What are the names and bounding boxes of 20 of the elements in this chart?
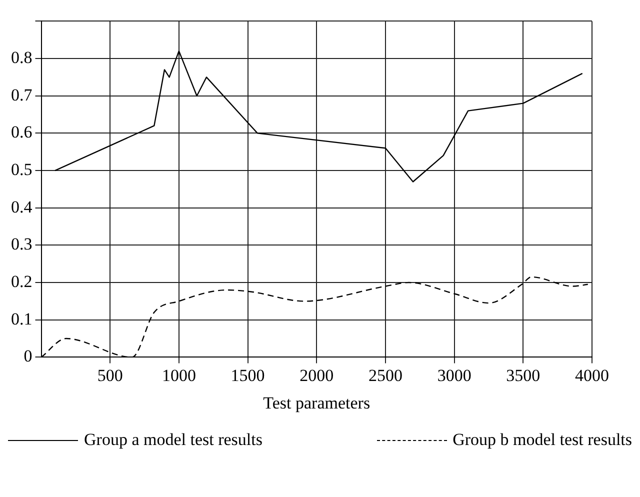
- x-tick-label: 2500: [368, 366, 402, 385]
- y-tick-label: 0.6: [11, 122, 32, 142]
- y-tick-label: 0.2: [11, 272, 32, 291]
- x-tick-label: 4000: [575, 366, 609, 385]
- y-tick-label: 0.5: [11, 160, 32, 179]
- x-tick-label: 1500: [230, 366, 265, 385]
- x-tick-label: 3000: [437, 366, 472, 385]
- legend-label: Group b model test results: [452, 430, 632, 450]
- y-tick-label: 0.8: [11, 48, 32, 67]
- x-tick-label: 1000: [162, 366, 196, 385]
- y-tick-label: 0.3: [11, 234, 32, 254]
- x-tick-label: 2000: [300, 366, 334, 385]
- y-tick-label: 0: [24, 346, 32, 366]
- y-tick-label: 0.7: [11, 85, 33, 104]
- y-tick-label: 0.4: [11, 197, 33, 216]
- legend-label: Group a model test results: [84, 430, 262, 450]
- x-axis-title: Test parameters: [263, 393, 370, 412]
- y-tick-label: 0.1: [11, 309, 32, 328]
- x-tick-label: 500: [97, 366, 123, 385]
- x-tick-label: 3500: [506, 366, 540, 385]
